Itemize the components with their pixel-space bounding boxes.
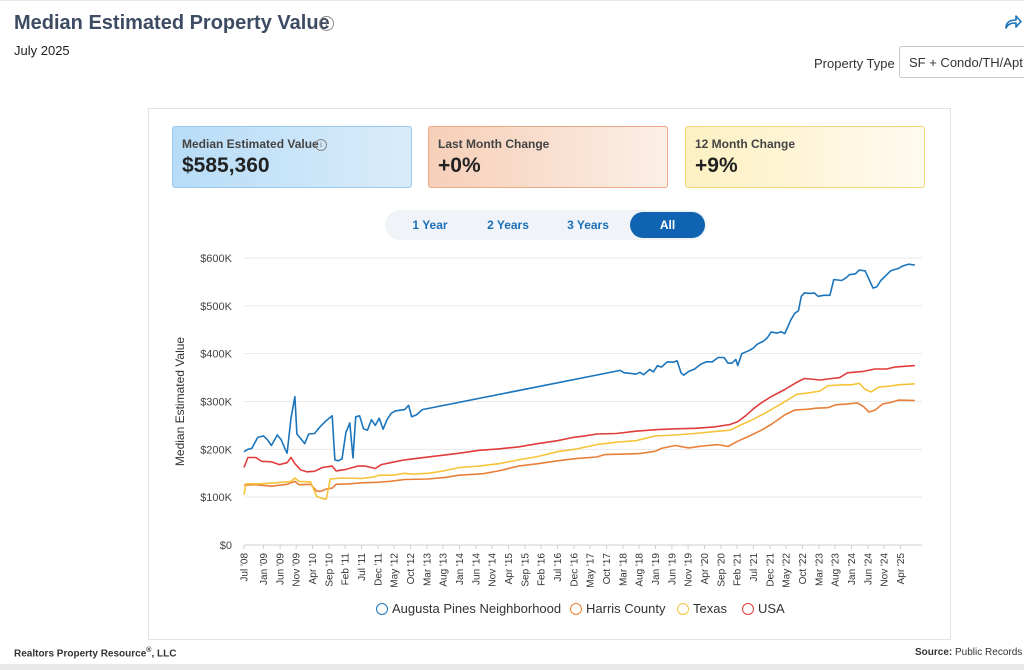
bottom-bar [0, 664, 1024, 670]
last-month-change-label: Last Month Change [438, 137, 550, 151]
y-tick-label: $0 [220, 540, 232, 552]
median-value-label: Median Estimated Value [182, 137, 319, 151]
twelve-month-change-card: 12 Month Change +9% [685, 126, 925, 188]
last-month-change-value: +0% [438, 154, 481, 177]
property-type-select[interactable]: SF + Condo/TH/Apt [899, 46, 1024, 78]
legend-label-augusta: Augusta Pines Neighborhood [392, 601, 562, 616]
legend-item-augusta[interactable]: Augusta Pines Neighborhood [376, 601, 561, 616]
x-tick-label: Apr '15 [504, 553, 515, 585]
top-divider [0, 0, 1024, 1]
legend-swatch-texas [677, 602, 689, 615]
footer-registered-mark: ® [146, 647, 152, 654]
x-tick-label: Dec '21 [765, 553, 776, 587]
x-tick-label: Nov '14 [488, 553, 499, 587]
series-line-harris [243, 399, 915, 493]
tab-3-years[interactable]: 3 Years [567, 218, 609, 232]
footer-company: Realtors Property Resource [14, 648, 147, 660]
line-chart: $0 $100K $200K $300K $400K $500K $600K Median E… [173, 253, 922, 588]
x-tick-label: Sep '20 [716, 553, 727, 587]
y-tick-label: $400K [200, 349, 232, 361]
x-tick-label: May '12 [390, 553, 401, 588]
x-tick-label: Aug '18 [635, 553, 646, 587]
x-tick-label: Jan '24 [847, 553, 858, 585]
legend-item-texas[interactable]: Texas [677, 601, 727, 616]
x-tick-label: Oct '22 [798, 553, 809, 585]
legend-label-harris: Harris County [586, 601, 666, 616]
x-tick-label: Feb '21 [733, 553, 744, 586]
info-icon[interactable]: i [319, 16, 334, 31]
twelve-month-change-label: 12 Month Change [695, 137, 796, 151]
x-tick-label: Jun '09 [276, 553, 287, 585]
page-title: Median Estimated Property Value [14, 12, 330, 34]
x-tick-label: Sep '15 [520, 553, 531, 587]
footer-source-label: Source: [915, 647, 953, 658]
x-tick-label: Jun '24 [863, 553, 874, 585]
x-tick-label: Jul '08 [240, 553, 251, 582]
legend-swatch-harris [570, 602, 582, 615]
chart-panel [148, 108, 951, 640]
x-tick-label: Sep '10 [325, 553, 336, 587]
x-tick-label: Nov '24 [879, 553, 890, 587]
y-tick-label: $200K [200, 444, 232, 456]
x-tick-label: Nov '19 [684, 553, 695, 587]
footer-company-suffix: , LLC [151, 648, 177, 660]
x-tick-label: Dec '16 [569, 553, 580, 587]
x-tick-label: Jan '09 [259, 553, 270, 585]
x-tick-label: May '17 [586, 553, 597, 588]
x-tick-label: Jul '21 [749, 553, 760, 582]
footer-source-value: Public Records [955, 647, 1023, 658]
x-tick-label: Feb '11 [341, 553, 352, 586]
share-icon[interactable] [1003, 13, 1023, 31]
x-tick-label: Apr '25 [896, 553, 907, 585]
series-line-augusta [243, 263, 915, 462]
x-tick-label: Mar '13 [423, 553, 434, 586]
x-tick-label: Aug '23 [830, 553, 841, 587]
legend-swatch-augusta [376, 602, 388, 615]
median-value-amount: $585,360 [182, 154, 270, 177]
x-tick-label: Jun '14 [472, 553, 483, 585]
time-range-tabs: 1 Year 2 Years 3 Years All [385, 210, 707, 240]
y-tick-label: $500K [200, 301, 232, 313]
x-tick-label: Aug '13 [439, 553, 450, 587]
report-date: July 2025 [14, 43, 70, 58]
footer-source: Source: Public Records [915, 647, 1022, 658]
x-tick-label: Jul '16 [553, 553, 564, 582]
x-tick-label: Oct '17 [602, 553, 613, 585]
tab-all[interactable]: All [630, 212, 705, 238]
x-tick-label: Nov '09 [292, 553, 303, 587]
x-tick-label: Jan '14 [455, 553, 466, 585]
y-tick-label: $300K [200, 397, 232, 409]
series-line-texas [243, 382, 915, 500]
legend-item-harris[interactable]: Harris County [570, 601, 665, 616]
x-tick-label: Mar '23 [814, 553, 825, 586]
median-value-card: Median Estimated Value i $585,360 [172, 126, 412, 188]
x-tick-label: Dec '11 [374, 553, 385, 586]
legend-label-texas: Texas [693, 601, 727, 616]
legend-item-usa[interactable]: USA [742, 601, 785, 616]
legend-label-usa: USA [758, 601, 785, 616]
x-tick-label: Mar '18 [618, 553, 629, 586]
y-axis-title: Median Estimated Value [173, 337, 187, 467]
x-tick-label: Oct '12 [406, 553, 417, 585]
tab-2-years[interactable]: 2 Years [487, 218, 529, 232]
property-type-label: Property Type [814, 56, 895, 71]
y-tick-label: $600K [200, 253, 232, 265]
x-tick-label: Feb '16 [537, 553, 548, 586]
last-month-change-card: Last Month Change +0% [428, 126, 668, 188]
tab-1-year[interactable]: 1 Year [412, 218, 448, 232]
x-tick-label: Jun '19 [667, 553, 678, 585]
x-tick-label: Jan '19 [651, 553, 662, 585]
y-tick-label: $100K [200, 492, 232, 504]
x-tick-label: Apr '10 [308, 553, 319, 585]
series-line-usa [243, 364, 915, 473]
x-tick-label: May '22 [782, 553, 793, 588]
footer-copyright: Realtors Property Resource®, LLC [14, 647, 176, 659]
legend-swatch-usa [742, 602, 754, 615]
median-value-info-icon[interactable]: i [315, 139, 327, 151]
x-tick-label: Jul '11 [357, 553, 368, 581]
twelve-month-change-value: +9% [695, 154, 738, 177]
x-tick-label: Apr '20 [700, 553, 711, 585]
